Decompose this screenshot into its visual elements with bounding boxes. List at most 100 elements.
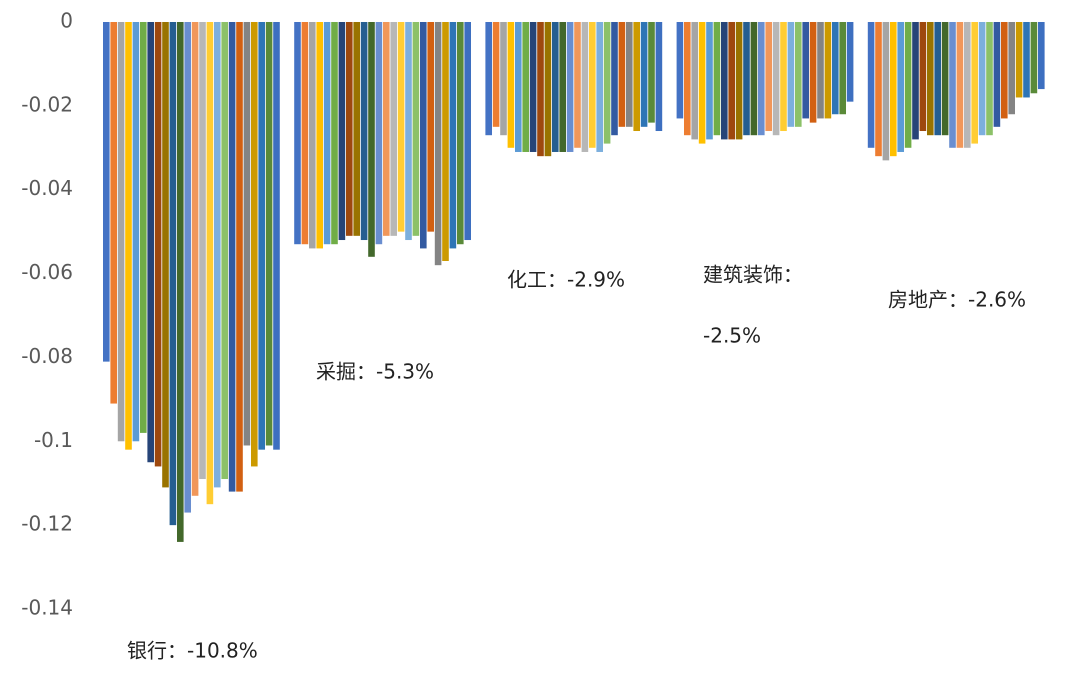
y-tick-label: -0.04 [21, 176, 73, 200]
bar [566, 22, 574, 152]
bar [147, 22, 154, 463]
bar [552, 22, 559, 152]
bar [375, 22, 383, 245]
category-annotation: 建筑装饰： [703, 263, 803, 287]
bar [743, 22, 750, 136]
bar [611, 22, 618, 136]
bar [559, 22, 566, 152]
bar [633, 22, 640, 132]
bar [434, 22, 442, 266]
bar [294, 22, 301, 245]
bar [589, 22, 596, 148]
bar [993, 22, 1001, 127]
y-tick-label: -0.1 [34, 428, 73, 452]
bar [1023, 22, 1030, 98]
bar [529, 22, 537, 152]
bar [184, 22, 191, 513]
y-tick-label: -0.08 [21, 344, 73, 368]
bar [1015, 22, 1023, 98]
bar [758, 22, 765, 136]
bar [713, 22, 721, 136]
bar [258, 22, 265, 450]
bar [978, 22, 986, 136]
bar [1038, 22, 1045, 90]
bar [780, 22, 787, 132]
bar [110, 22, 117, 404]
bar [132, 22, 140, 442]
bar [522, 22, 529, 152]
bar [405, 22, 412, 241]
bar [177, 22, 184, 542]
bar [956, 22, 964, 148]
bar [765, 22, 772, 132]
bar [507, 22, 515, 148]
bar [353, 22, 360, 236]
bar [795, 22, 802, 127]
bar [199, 22, 206, 480]
bar [338, 22, 346, 241]
bar [214, 22, 221, 488]
bar [912, 22, 919, 140]
bar [817, 22, 824, 119]
bar [383, 22, 390, 236]
bar [412, 22, 420, 236]
bar [117, 22, 125, 442]
category-annotation: 房地产：-2.6% [888, 288, 1026, 312]
bar [867, 22, 875, 148]
bar [772, 22, 780, 136]
bar [596, 22, 603, 152]
bar [1001, 22, 1008, 119]
bar [934, 22, 941, 136]
bar [273, 22, 280, 450]
y-tick-label: -0.12 [21, 512, 73, 536]
bar [228, 22, 236, 492]
bar [191, 22, 199, 496]
bar [301, 22, 309, 245]
bar [485, 22, 492, 136]
bar [839, 22, 846, 115]
category-annotation: 化工：-2.9% [507, 268, 625, 292]
y-tick-label: -0.14 [21, 596, 73, 620]
bar [1008, 22, 1015, 115]
bar [360, 22, 368, 241]
bar [390, 22, 397, 236]
bar [169, 22, 177, 526]
bar [824, 22, 832, 119]
bar [500, 22, 507, 136]
bar [949, 22, 956, 148]
bar [243, 22, 251, 446]
bar [897, 22, 904, 152]
bar [427, 22, 434, 232]
category-annotation: -2.5% [703, 324, 761, 348]
bar [206, 22, 214, 505]
bar [449, 22, 457, 249]
bar [735, 22, 743, 140]
bar [221, 22, 228, 480]
bar [368, 22, 375, 257]
bar [684, 22, 691, 136]
bar [574, 22, 581, 148]
bar [331, 22, 338, 245]
bar [581, 22, 589, 152]
bar [420, 22, 427, 249]
bar [927, 22, 934, 136]
bar [544, 22, 552, 157]
bar [323, 22, 331, 245]
bar [464, 22, 471, 241]
bar [882, 22, 890, 161]
bar [655, 22, 663, 132]
bar [890, 22, 897, 157]
category-annotation: 银行：-10.8% [127, 639, 258, 663]
bar [904, 22, 912, 148]
bar [875, 22, 882, 157]
bar [832, 22, 839, 115]
bar [140, 22, 147, 433]
bar [1030, 22, 1038, 94]
y-tick-label: -0.02 [21, 92, 73, 116]
bar [346, 22, 353, 236]
bar [676, 22, 684, 119]
bar [964, 22, 971, 148]
bar [265, 22, 273, 446]
